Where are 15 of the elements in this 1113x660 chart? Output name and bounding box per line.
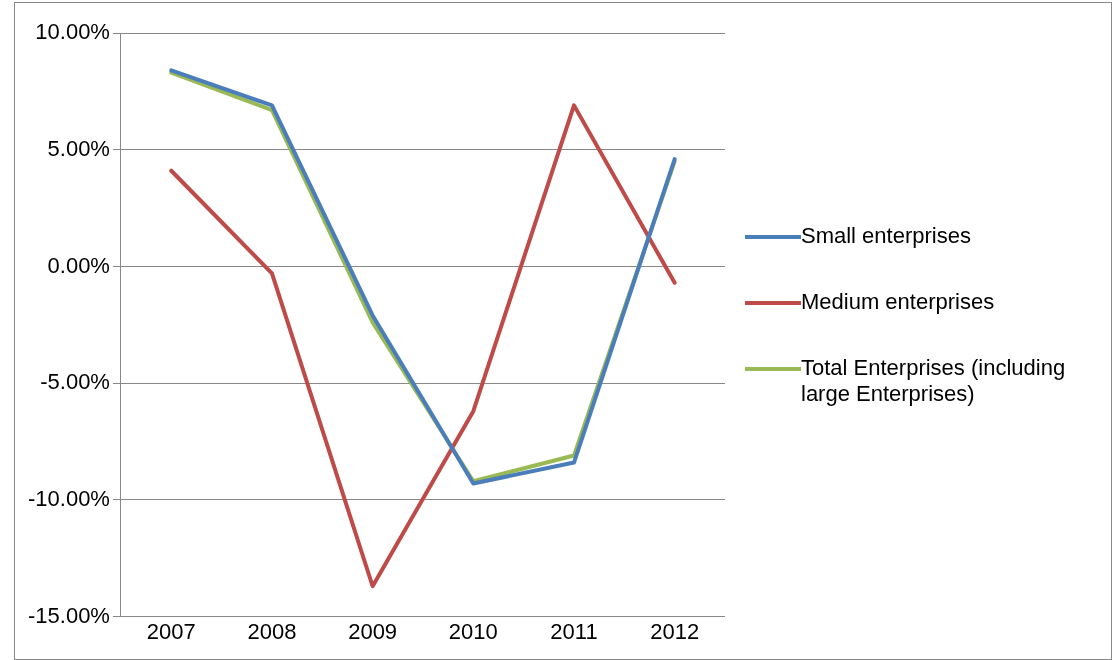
legend-label: Small enterprises [801, 223, 971, 249]
x-tick-label: 2007 [146, 618, 196, 644]
x-tick-label: 2010 [448, 618, 498, 644]
x-tick-label: 2009 [348, 618, 398, 644]
y-tick-label: -5.00% [40, 369, 110, 395]
legend-label: Total Enterprises (including large Enterprises) [801, 355, 1067, 407]
y-tick-label: 5.00% [47, 135, 110, 161]
y-tick-label: -10.00% [27, 485, 110, 511]
x-tick-label: 2008 [247, 618, 297, 644]
y-tick-label: -15.00% [27, 602, 110, 628]
x-tick-label: 2011 [550, 618, 598, 644]
y-tick-label: 0.00% [47, 252, 110, 278]
legend-label: Medium enterprises [801, 289, 995, 315]
x-tick-label: 2012 [650, 618, 700, 644]
y-tick-label: 10.00% [35, 19, 110, 45]
